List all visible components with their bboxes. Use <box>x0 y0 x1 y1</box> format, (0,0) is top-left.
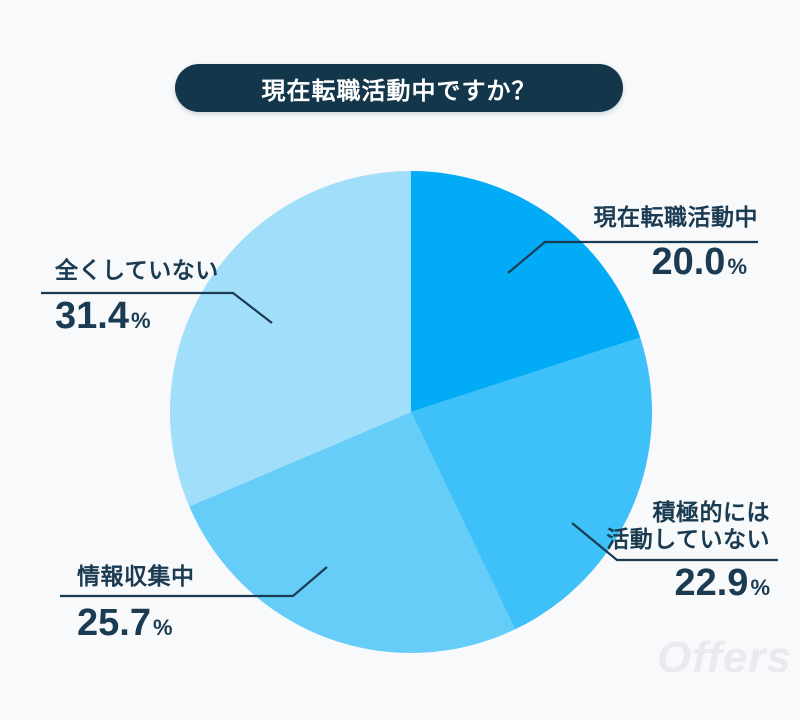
percent-unit: % <box>130 308 151 333</box>
callout-currently-hunting: 現在転職活動中 20.0% <box>594 202 759 290</box>
percent-unit: % <box>750 575 770 600</box>
pie-segment-1 <box>411 171 641 412</box>
pie-segment-2 <box>411 337 652 630</box>
callout-not-actively: 積極的には 活動していない 22.9% <box>606 499 770 611</box>
callout-not-at-all: 全くしていない 31.4% <box>55 257 219 344</box>
segment-label-line1: 積極的には <box>652 499 770 525</box>
segment-value: 20.0% <box>651 241 747 283</box>
leader-line-gathering-info <box>60 566 328 598</box>
chart-title: 現在転職活動中ですか？ <box>261 77 537 105</box>
pie-segments <box>169 171 652 653</box>
segment-label: 全くしていない <box>55 257 219 283</box>
segment-value: 25.7% <box>77 602 173 644</box>
percent-unit: % <box>727 254 747 279</box>
leader-line-not-actively <box>571 522 778 562</box>
leader-line-currently-hunting <box>507 240 758 274</box>
segment-label-line2: 活動していない <box>606 526 770 552</box>
callout-gathering-info: 情報収集中 25.7% <box>77 563 195 651</box>
segment-label: 現在転職活動中 <box>593 204 758 230</box>
leader-line-not-at-all <box>41 291 273 324</box>
segment-value: 22.9% <box>674 562 770 604</box>
offers-watermark: Offers <box>657 633 792 682</box>
pie-segment-3 <box>189 412 515 653</box>
leader-lines <box>41 240 778 598</box>
segment-value: 31.4% <box>55 295 151 337</box>
pie-segment-4 <box>169 171 411 507</box>
percent-unit: % <box>152 615 173 640</box>
chart-title-pill: 現在転職活動中ですか？ <box>175 64 623 112</box>
segment-label: 情報収集中 <box>77 563 195 589</box>
